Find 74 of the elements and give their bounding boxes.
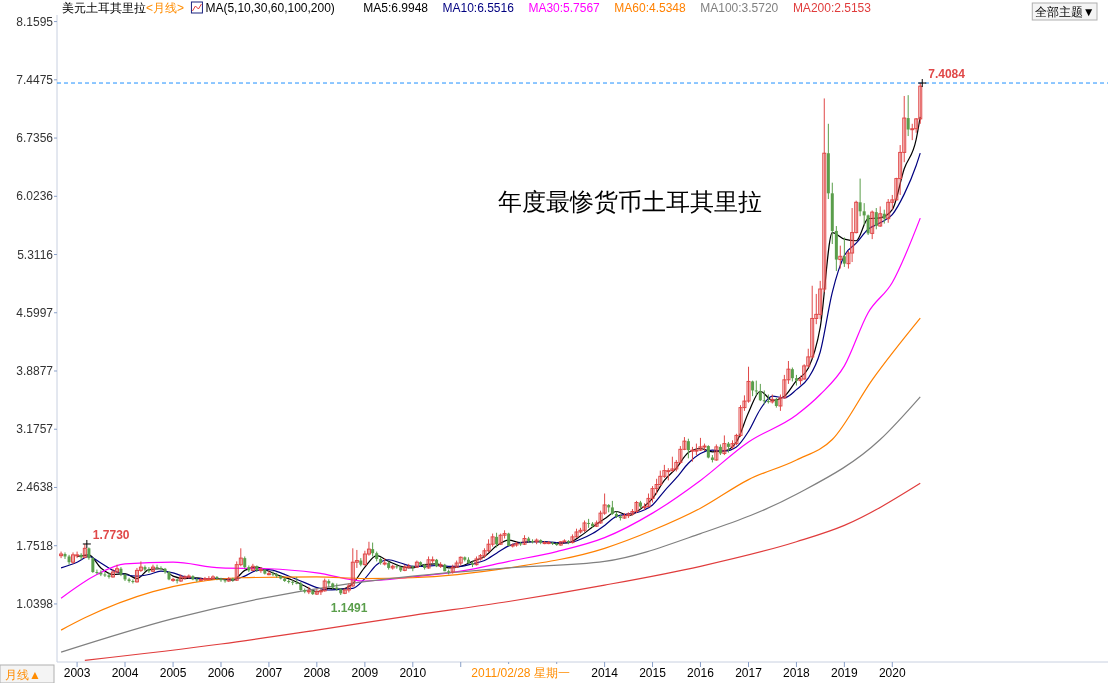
candlestick — [131, 578, 135, 584]
y-tick-label: 6.7356 — [16, 131, 54, 146]
x-tick-label: 2004 — [111, 666, 139, 680]
y-tick-label: 6.0236 — [16, 189, 54, 204]
candlestick — [103, 571, 107, 578]
candlestick — [414, 560, 419, 569]
x-tick-label: 2006 — [207, 666, 235, 680]
y-tick-label: 2.4638 — [16, 480, 54, 495]
candlestick — [762, 389, 766, 405]
y-tick-label: 7.4475 — [16, 72, 54, 87]
annotation: 7.4084 — [928, 67, 966, 82]
x-tick-label: 2003 — [63, 666, 91, 680]
text: MA60:4.5348 — [614, 1, 687, 15]
chart-subtitle: <月线> — [146, 1, 185, 15]
text: MA200:2.5153 — [792, 1, 872, 15]
text: MA30:5.7567 — [528, 1, 601, 15]
candlestick — [842, 236, 846, 268]
text: MA5:6.9948 — [363, 1, 429, 15]
candlestick — [870, 209, 875, 240]
annotation: 1.1491 — [330, 601, 368, 615]
annotation: 年度最惨货币土耳其里拉 — [498, 188, 762, 216]
text: 2011/02/28 星期一 — [471, 666, 570, 680]
line-series — [60, 217, 921, 599]
line-series — [84, 482, 921, 661]
x-tick-label: 2014 — [591, 666, 619, 680]
candlestick — [686, 438, 690, 459]
candlestick — [206, 575, 211, 581]
annotation: 全部主题▼ — [1034, 5, 1095, 19]
candlestick — [110, 568, 115, 579]
x-tick-label: 2020 — [878, 666, 906, 680]
candlestick — [71, 551, 76, 565]
text: MA10:6.5516 — [442, 1, 515, 15]
candlestick — [95, 569, 99, 575]
candlestick — [223, 578, 227, 584]
y-tick-label: 1.7518 — [16, 538, 54, 553]
candlestick — [838, 245, 843, 270]
candlestick — [858, 178, 862, 217]
annotation: 1.7730 — [92, 527, 130, 542]
candlestick — [115, 564, 119, 574]
candlestick — [862, 202, 866, 226]
x-tick-label: 2009 — [351, 666, 379, 680]
line-series — [60, 396, 921, 653]
candlestick — [155, 564, 159, 571]
candlestick — [906, 94, 910, 137]
text: MA100:3.5720 — [700, 1, 779, 15]
x-tick-label: 2008 — [303, 666, 331, 680]
x-tick-label: 2018 — [783, 666, 811, 680]
candlestick — [215, 575, 219, 581]
candlestick — [143, 564, 147, 572]
candlestick — [150, 564, 155, 573]
y-tick-label: 3.8877 — [16, 364, 54, 378]
line-series — [60, 317, 921, 631]
x-tick-label: 2016 — [687, 666, 715, 680]
x-tick-label: 2017 — [735, 666, 763, 680]
candlestick — [107, 572, 111, 580]
y-tick-label: 8.1595 — [16, 14, 54, 29]
candlestick — [886, 198, 891, 224]
y-tick-label: 4.5997 — [16, 305, 54, 320]
text: 月线▲ — [5, 668, 41, 682]
x-tick-label: 2015 — [639, 666, 667, 680]
candlestick — [350, 547, 355, 588]
x-tick-label: 2007 — [255, 666, 283, 680]
chart-title: 美元土耳其里拉 — [62, 1, 146, 15]
x-tick-label: 2019 — [831, 666, 859, 680]
candlestick — [874, 207, 878, 230]
legend-title: MA(5,10,30,60,100,200) — [205, 1, 335, 15]
y-tick-label: 1.0398 — [16, 596, 54, 611]
x-tick-label: 2010 — [399, 666, 427, 680]
candlestick — [159, 565, 163, 571]
y-tick-label: 5.3116 — [17, 247, 54, 262]
y-tick-label: 3.1757 — [16, 422, 54, 437]
candlestick — [127, 577, 131, 584]
x-tick-label: 2005 — [159, 666, 187, 680]
candlestick — [271, 570, 275, 577]
